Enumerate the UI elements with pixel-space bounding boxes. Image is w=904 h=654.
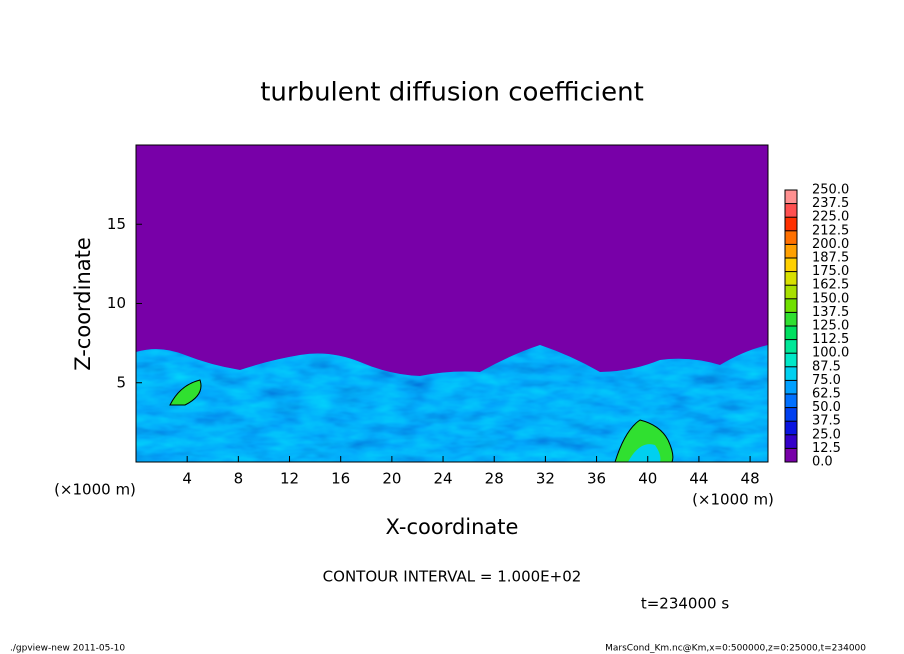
footer-left: ./gpview-new 2011-05-10 bbox=[10, 644, 125, 654]
field bbox=[136, 145, 768, 462]
colorbar-swatch bbox=[785, 421, 797, 435]
colorbar-swatch bbox=[785, 285, 797, 299]
colorbar-swatch bbox=[785, 326, 797, 340]
contour-interval: CONTOUR INTERVAL = 1.000E+02 bbox=[323, 568, 582, 586]
time-label: t=234000 s bbox=[641, 595, 729, 613]
turbulent-texture bbox=[136, 345, 768, 462]
colorbar-swatch bbox=[785, 434, 797, 449]
colorbar-swatch bbox=[785, 407, 797, 422]
colorbar-label: 100.0 bbox=[812, 346, 849, 361]
colorbar-swatch bbox=[785, 380, 797, 394]
colorbar-swatch bbox=[785, 353, 797, 367]
x-tick-label: 24 bbox=[433, 470, 452, 488]
colorbar-label: 0.0 bbox=[812, 455, 833, 470]
colorbar-swatch bbox=[785, 366, 797, 381]
colorbar-label: 12.5 bbox=[812, 441, 841, 456]
y-tick-label: 15 bbox=[107, 215, 126, 233]
colorbar-label: 237.5 bbox=[812, 196, 849, 211]
colorbar-swatch bbox=[785, 244, 797, 258]
colorbar-swatch bbox=[785, 448, 797, 462]
colorbar-label: 250.0 bbox=[812, 183, 849, 198]
y-axis-label: Z-coordinate bbox=[71, 237, 95, 371]
colorbar-swatch bbox=[785, 271, 797, 286]
x-unit-right: (×1000 m) bbox=[692, 491, 774, 509]
x-tick-label: 16 bbox=[331, 470, 350, 488]
colorbar-label: 162.5 bbox=[812, 278, 849, 293]
colorbar-swatch bbox=[785, 230, 797, 245]
colorbar-label: 225.0 bbox=[812, 210, 849, 225]
colorbar-label: 200.0 bbox=[812, 237, 849, 252]
footer-right: MarsCond_Km.nc@Km,x=0:500000,z=0:25000,t… bbox=[605, 644, 866, 654]
x-axis-label: X-coordinate bbox=[386, 515, 519, 539]
colorbar-swatch bbox=[785, 312, 797, 326]
colorbar-swatch bbox=[785, 190, 797, 204]
green-patch bbox=[169, 379, 202, 406]
colorbar-swatch bbox=[785, 394, 797, 408]
x-tick-label: 4 bbox=[182, 470, 192, 488]
colorbar-swatch bbox=[785, 203, 797, 218]
x-tick-label: 44 bbox=[689, 470, 708, 488]
y-tick-label: 5 bbox=[116, 373, 126, 391]
y-tick-label: 10 bbox=[107, 294, 126, 312]
colorbar-label: 125.0 bbox=[812, 319, 849, 334]
x-tick-label: 20 bbox=[382, 470, 401, 488]
cyan-patch bbox=[628, 444, 661, 462]
colorbar-label: 62.5 bbox=[812, 387, 841, 402]
colorbar-swatch bbox=[785, 258, 797, 272]
colorbar-label: 112.5 bbox=[812, 332, 849, 347]
colorbar-label: 25.0 bbox=[812, 427, 841, 442]
x-tick-label: 32 bbox=[536, 470, 555, 488]
colorbar-swatch bbox=[785, 298, 797, 313]
x-unit-left: (×1000 m) bbox=[54, 481, 136, 499]
x-tick-label: 28 bbox=[485, 470, 504, 488]
x-tick-label: 48 bbox=[741, 470, 760, 488]
colorbar-label: 150.0 bbox=[812, 291, 849, 306]
chart-title: turbulent diffusion coefficient bbox=[260, 78, 644, 108]
x-tick-label: 12 bbox=[280, 470, 299, 488]
colorbar-label: 75.0 bbox=[812, 373, 841, 388]
colorbar-label: 37.5 bbox=[812, 414, 841, 429]
x-tick-label: 8 bbox=[234, 470, 244, 488]
colorbar-label: 50.0 bbox=[812, 400, 841, 415]
colorbar-label: 137.5 bbox=[812, 305, 849, 320]
colorbar-label: 175.0 bbox=[812, 264, 849, 279]
colorbar-label: 87.5 bbox=[812, 359, 841, 374]
colorbar-swatch bbox=[785, 217, 797, 231]
colorbar-label: 187.5 bbox=[812, 251, 849, 266]
colorbar-label: 212.5 bbox=[812, 223, 849, 238]
x-tick-label: 40 bbox=[638, 470, 657, 488]
x-tick-label: 36 bbox=[587, 470, 606, 488]
colorbar-swatch bbox=[785, 339, 797, 354]
